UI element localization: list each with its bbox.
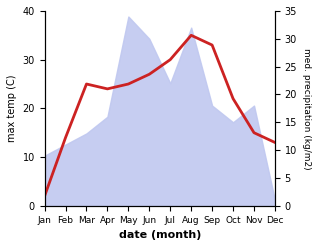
Y-axis label: max temp (C): max temp (C) — [7, 75, 17, 142]
Y-axis label: med. precipitation (kg/m2): med. precipitation (kg/m2) — [302, 48, 311, 169]
X-axis label: date (month): date (month) — [119, 230, 201, 240]
